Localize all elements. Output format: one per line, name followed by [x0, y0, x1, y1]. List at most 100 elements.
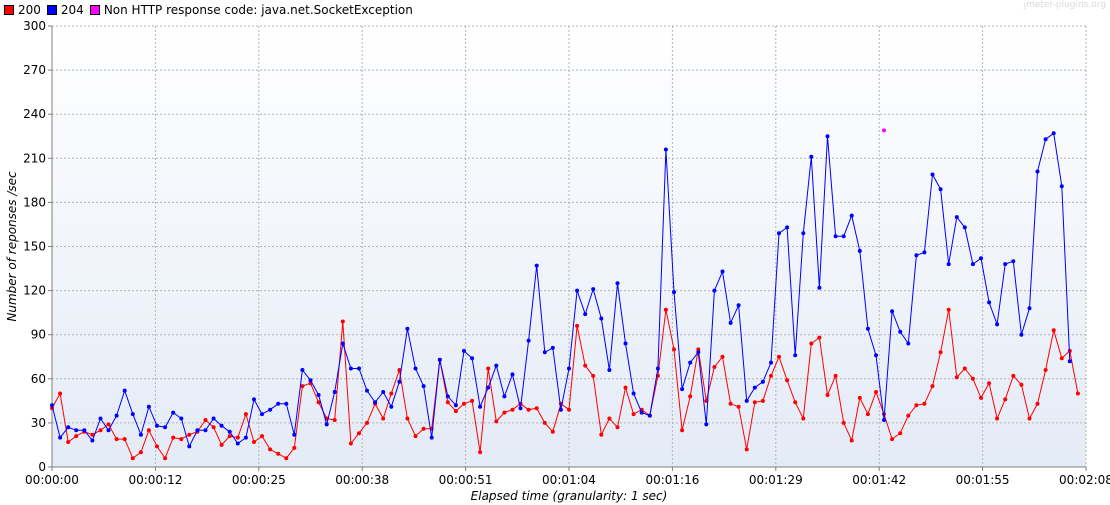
- data-point-200: [179, 437, 184, 442]
- data-point-204: [720, 269, 725, 274]
- data-point-204: [809, 154, 814, 159]
- data-point-204: [155, 423, 159, 428]
- x-axis-title: Elapsed time (granularity: 1 sec): [471, 489, 668, 503]
- data-point-200: [954, 375, 959, 380]
- data-point-204: [1059, 184, 1064, 189]
- data-point-204: [930, 172, 935, 177]
- data-point-200: [340, 319, 345, 324]
- data-point-200: [114, 437, 119, 442]
- data-point-204: [591, 287, 596, 292]
- data-point-200: [66, 440, 71, 444]
- data-point-204: [954, 215, 959, 220]
- data-point-204: [211, 416, 216, 421]
- data-point-200: [752, 400, 757, 405]
- y-tick-label: 150: [23, 240, 46, 254]
- data-point-204: [284, 401, 289, 406]
- data-point-204: [292, 432, 297, 437]
- x-tick-label: 00:02:08: [1059, 473, 1110, 487]
- data-point-204: [478, 404, 483, 409]
- data-point-204: [276, 401, 281, 406]
- series-layer: [50, 128, 1080, 461]
- data-point-204: [114, 413, 119, 418]
- data-point-200: [970, 376, 975, 381]
- y-tick-label: 300: [23, 19, 46, 33]
- data-point-204: [187, 444, 192, 449]
- data-point-200: [187, 432, 192, 437]
- data-point-200: [1059, 356, 1064, 361]
- data-point-204: [833, 234, 838, 239]
- data-point-200: [898, 431, 903, 436]
- data-point-204: [510, 372, 515, 377]
- data-point-200: [1075, 391, 1080, 396]
- data-point-204: [704, 422, 709, 427]
- data-point-200: [769, 373, 773, 378]
- data-point-200: [736, 404, 741, 409]
- data-point-200: [502, 410, 507, 415]
- data-point-200: [744, 447, 749, 452]
- data-point-204: [979, 256, 983, 261]
- data-point-200: [292, 445, 297, 450]
- data-point-200: [688, 394, 693, 399]
- data-point-200: [138, 450, 143, 455]
- data-point-200: [106, 422, 111, 427]
- legend-swatch-200: [4, 5, 14, 15]
- data-point-200: [163, 456, 168, 461]
- grid: [52, 25, 1087, 467]
- data-point-200: [219, 442, 224, 447]
- axes: 0 30 60 90 120 150 180 210 240 270 300 00:00:00 00:0…: [23, 19, 1110, 487]
- data-point-204: [50, 403, 54, 408]
- data-point-200: [962, 366, 967, 371]
- data-point-204: [235, 441, 240, 446]
- data-point-204: [324, 422, 329, 427]
- data-point-204: [647, 413, 652, 418]
- data-point-204: [130, 412, 135, 417]
- data-point-204: [66, 425, 71, 430]
- data-point-204: [760, 379, 765, 384]
- x-tick-label: 00:00:00: [25, 473, 79, 487]
- data-point-200: [316, 400, 321, 405]
- data-point-204: [486, 385, 491, 390]
- data-point-204: [1011, 259, 1016, 264]
- data-point-200: [623, 385, 628, 390]
- data-point-200: [510, 407, 515, 412]
- data-point-200: [542, 420, 547, 425]
- legend-item-204: 204: [46, 3, 84, 17]
- legend-swatch-socket-exception: [89, 5, 100, 15]
- data-point-200: [300, 384, 305, 389]
- data-point-204: [300, 368, 305, 372]
- data-point-204: [849, 213, 854, 218]
- data-point-200: [817, 335, 822, 340]
- data-point-204: [857, 248, 862, 253]
- data-point-204: [429, 435, 434, 440]
- data-point-204: [655, 366, 660, 371]
- data-point-200: [995, 416, 1000, 421]
- data-point-204: [1027, 306, 1032, 311]
- data-point-200: [825, 393, 830, 397]
- data-point-204: [793, 353, 798, 358]
- data-point-204: [357, 366, 361, 371]
- data-point-204: [453, 403, 458, 408]
- data-point-204: [365, 388, 369, 393]
- data-point-204: [98, 416, 103, 421]
- data-point-200: [405, 416, 410, 421]
- data-point-204: [688, 360, 693, 365]
- series-socket-exception: [882, 128, 886, 133]
- data-point-200: [890, 437, 895, 442]
- data-point-204: [801, 231, 806, 236]
- data-point-200: [534, 406, 539, 411]
- data-point-204: [631, 391, 636, 396]
- data-point-204: [74, 428, 79, 433]
- data-point-204: [1019, 332, 1024, 337]
- data-point-200: [284, 456, 289, 461]
- data-point-204: [1003, 262, 1008, 267]
- data-point-204: [397, 379, 402, 384]
- data-point-200: [987, 381, 992, 386]
- data-point-200: [470, 398, 475, 403]
- legend-label-socket-exception: Non HTTP response code: java.net.SocketE…: [103, 3, 413, 17]
- data-point-204: [494, 363, 499, 368]
- y-axis-title: Number of reponses /sec: [5, 171, 19, 322]
- data-point-204: [550, 345, 555, 350]
- x-tick-label: 00:00:12: [128, 473, 182, 487]
- data-point-200: [1051, 328, 1056, 333]
- data-point-204: [470, 356, 475, 361]
